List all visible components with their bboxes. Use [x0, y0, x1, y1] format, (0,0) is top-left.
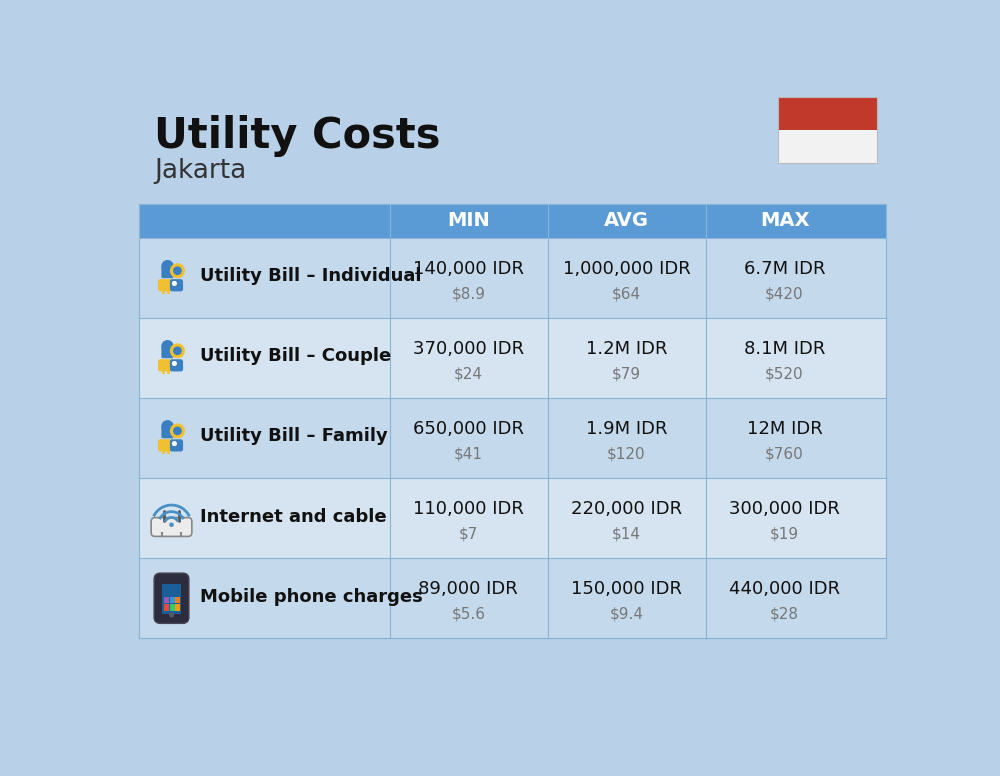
Circle shape — [174, 267, 181, 275]
Circle shape — [162, 261, 173, 272]
Text: Utility Bill – Family: Utility Bill – Family — [200, 428, 388, 445]
Bar — [175, 605, 180, 611]
Bar — [170, 605, 175, 611]
Text: $41: $41 — [454, 446, 483, 461]
Bar — [139, 478, 886, 558]
FancyBboxPatch shape — [161, 265, 174, 278]
Text: 12M IDR: 12M IDR — [747, 420, 822, 438]
Bar — [170, 597, 175, 604]
Text: $520: $520 — [765, 366, 804, 381]
FancyBboxPatch shape — [170, 359, 183, 372]
Text: AVG: AVG — [604, 211, 649, 230]
Text: Internet and cable: Internet and cable — [200, 508, 387, 525]
Text: 1,000,000 IDR: 1,000,000 IDR — [563, 260, 690, 278]
Text: Jakarta: Jakarta — [154, 158, 247, 184]
Bar — [778, 130, 877, 163]
Circle shape — [170, 613, 173, 617]
Text: 650,000 IDR: 650,000 IDR — [413, 420, 524, 438]
Text: $79: $79 — [612, 366, 641, 381]
Bar — [139, 238, 886, 318]
FancyBboxPatch shape — [151, 518, 192, 536]
Text: 6.7M IDR: 6.7M IDR — [744, 260, 825, 278]
Bar — [164, 605, 169, 611]
FancyBboxPatch shape — [161, 346, 174, 359]
Circle shape — [174, 347, 181, 355]
Text: 150,000 IDR: 150,000 IDR — [571, 580, 682, 598]
Circle shape — [174, 428, 181, 435]
Circle shape — [162, 421, 173, 431]
Circle shape — [173, 282, 176, 286]
FancyBboxPatch shape — [154, 573, 189, 623]
Bar — [778, 97, 877, 163]
Circle shape — [170, 523, 173, 526]
Circle shape — [171, 264, 184, 278]
Text: 89,000 IDR: 89,000 IDR — [418, 580, 518, 598]
Text: 300,000 IDR: 300,000 IDR — [729, 500, 840, 518]
FancyBboxPatch shape — [161, 426, 174, 438]
Text: Utility Bill – Individual: Utility Bill – Individual — [200, 267, 422, 286]
Text: MIN: MIN — [447, 211, 490, 230]
Text: 370,000 IDR: 370,000 IDR — [413, 340, 524, 358]
Bar — [139, 558, 886, 639]
Circle shape — [171, 424, 184, 438]
Circle shape — [171, 344, 184, 358]
Text: $19: $19 — [770, 526, 799, 542]
Text: 1.2M IDR: 1.2M IDR — [586, 340, 667, 358]
Text: $8.9: $8.9 — [451, 286, 485, 301]
Bar — [139, 318, 886, 398]
Text: $64: $64 — [612, 286, 641, 301]
FancyBboxPatch shape — [158, 359, 172, 372]
Text: Utility Costs: Utility Costs — [154, 115, 441, 157]
Text: $28: $28 — [770, 606, 799, 622]
Text: $7: $7 — [459, 526, 478, 542]
Text: 8.1M IDR: 8.1M IDR — [744, 340, 825, 358]
Text: $120: $120 — [607, 446, 646, 461]
Text: 1.9M IDR: 1.9M IDR — [586, 420, 667, 438]
Text: $9.4: $9.4 — [609, 606, 643, 622]
FancyBboxPatch shape — [170, 279, 183, 291]
Bar — [175, 597, 180, 604]
Bar — [139, 398, 886, 478]
Text: 440,000 IDR: 440,000 IDR — [729, 580, 840, 598]
Text: $420: $420 — [765, 286, 804, 301]
Text: 110,000 IDR: 110,000 IDR — [413, 500, 524, 518]
Text: $24: $24 — [454, 366, 483, 381]
FancyBboxPatch shape — [158, 439, 172, 452]
Bar — [778, 97, 877, 130]
Text: 140,000 IDR: 140,000 IDR — [413, 260, 524, 278]
Text: $14: $14 — [612, 526, 641, 542]
Text: Utility Bill – Couple: Utility Bill – Couple — [200, 348, 391, 365]
Bar — [139, 204, 886, 238]
FancyBboxPatch shape — [170, 439, 183, 452]
Text: $5.6: $5.6 — [451, 606, 485, 622]
Text: MAX: MAX — [760, 211, 809, 230]
FancyBboxPatch shape — [162, 584, 181, 614]
Circle shape — [173, 442, 176, 445]
Text: $760: $760 — [765, 446, 804, 461]
FancyBboxPatch shape — [158, 279, 172, 291]
Text: Mobile phone charges: Mobile phone charges — [200, 587, 423, 605]
Circle shape — [162, 341, 173, 352]
Text: 220,000 IDR: 220,000 IDR — [571, 500, 682, 518]
Circle shape — [173, 362, 176, 365]
Bar — [164, 597, 169, 604]
